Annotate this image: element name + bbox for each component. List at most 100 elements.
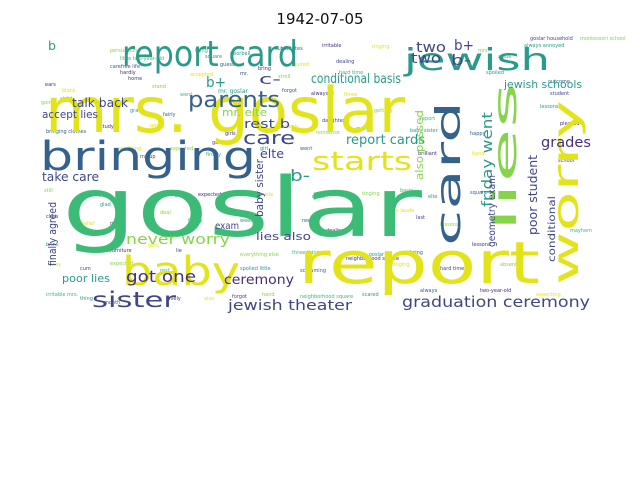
cloud-word: care <box>243 128 295 149</box>
cloud-word: geometry exam <box>487 175 498 247</box>
cloud-word: baby sister <box>253 159 266 217</box>
filler-word: school <box>558 158 574 164</box>
cloud-word: graduation ceremony <box>402 293 590 311</box>
cloud-word: poor lies <box>62 272 110 285</box>
cloud-word: goslar <box>62 161 422 256</box>
cloud-word: jewish theater <box>227 298 353 314</box>
cloud-word: two <box>411 51 441 67</box>
filler-word: square <box>205 54 222 60</box>
filler-word: happy <box>470 131 486 137</box>
filler-word: persuasion <box>110 48 137 54</box>
filler-word: forgot <box>282 88 297 94</box>
filler-word: brilliant <box>418 151 437 157</box>
filler-word: carefree life <box>110 64 140 70</box>
filler-word: neighborhood square <box>300 294 353 300</box>
filler-word: required <box>288 62 309 68</box>
filler-word: pleased <box>560 121 580 127</box>
filler-word: guess <box>356 126 371 132</box>
filler-word: little two-year-old <box>120 56 164 62</box>
filler-word: outcome <box>548 79 570 85</box>
filler-word: bring <box>410 250 423 256</box>
filler-word: daughter <box>322 118 346 124</box>
filler-word: absent m <box>500 262 524 268</box>
filler-word: week <box>240 218 253 224</box>
filler-word: enough <box>162 192 181 198</box>
filler-word: went <box>180 92 192 98</box>
cloud-word: report <box>298 229 540 297</box>
filler-word: stroll <box>278 74 290 80</box>
filler-word: class <box>46 214 59 220</box>
filler-word: mr. goslar <box>218 88 249 95</box>
filler-word: everything <box>114 146 141 152</box>
filler-word: neighborhood square <box>346 256 399 262</box>
filler-word: accepted <box>190 72 213 78</box>
filler-word: gets <box>148 243 159 249</box>
filler-word: ringing <box>362 191 380 197</box>
cloud-word: worry <box>546 100 587 285</box>
filler-word: always ill <box>311 91 334 97</box>
cloud-word: ceremony <box>224 273 294 288</box>
cloud-word: sister <box>92 288 177 312</box>
filler-word: screaming <box>300 268 326 274</box>
filler-word: absent <box>84 248 101 254</box>
cloud-word: mrs. goslar <box>45 74 406 147</box>
filler-word: hard time <box>339 70 363 76</box>
filler-word: deal <box>160 210 171 216</box>
filler-word: month <box>104 300 120 306</box>
cloud-word: b+ <box>206 75 226 91</box>
filler-word: went <box>300 146 312 152</box>
filler-word: cum laude <box>388 208 414 214</box>
filler-word: goslar household <box>530 36 573 42</box>
cloud-word: jewish schools <box>503 78 582 91</box>
cloud-word: got one <box>126 267 196 286</box>
filler-word: thing <box>195 48 208 54</box>
filler-word: lessons <box>472 242 491 248</box>
filler-word: mind <box>110 221 123 227</box>
filler-word: lessons <box>440 222 459 228</box>
filler-word: scared <box>362 292 379 298</box>
filler-word: study <box>100 124 114 130</box>
filler-word: grade <box>130 108 145 114</box>
cloud-word: two <box>416 40 446 56</box>
filler-word: three <box>344 92 357 98</box>
filler-word: ringing <box>372 44 390 50</box>
filler-word: dealing <box>326 228 344 234</box>
filler-word: baby sister <box>410 128 439 134</box>
filler-word: two-year-old <box>480 288 511 294</box>
cloud-word: lies also <box>256 230 311 243</box>
filler-word: home <box>128 76 142 82</box>
cloud-word: b- <box>451 53 471 69</box>
cloud-word: mr. elte <box>222 106 267 119</box>
cloud-word: exam <box>215 221 239 232</box>
filler-word: dealing <box>336 59 354 65</box>
filler-word: student <box>550 91 569 97</box>
filler-word: forgot <box>232 294 247 300</box>
filler-word: irritable mrs. <box>46 292 79 298</box>
cloud-word: never worry <box>126 232 230 248</box>
filler-word: stand <box>152 84 166 90</box>
cloud-word: take care <box>42 170 99 184</box>
filler-word: away <box>48 262 61 268</box>
cloud-word: c- <box>259 72 281 88</box>
cloud-word: jewish <box>402 43 550 78</box>
filler-word: expected <box>198 192 221 198</box>
filler-word: rest <box>160 268 170 274</box>
cloud-word: poor student <box>526 155 540 235</box>
filler-word: mrs. goslar <box>356 252 385 258</box>
filler-word: substitutes <box>275 46 303 52</box>
filler-word: furniture <box>110 248 132 254</box>
filler-word: girls <box>225 131 236 137</box>
cloud-word: elte <box>260 147 284 161</box>
cloud-word: baby <box>122 249 240 295</box>
cloud-word: also passed <box>413 110 426 180</box>
filler-word: square <box>470 190 487 196</box>
filler-word: mayhem <box>570 228 592 234</box>
filler-word: blank <box>62 88 76 94</box>
filler-word: lately <box>88 192 102 198</box>
filler-word: still <box>44 188 53 194</box>
filler-word: elte <box>428 194 438 200</box>
filler-word: nonsense <box>316 130 340 136</box>
filler-word: basis <box>400 188 413 194</box>
